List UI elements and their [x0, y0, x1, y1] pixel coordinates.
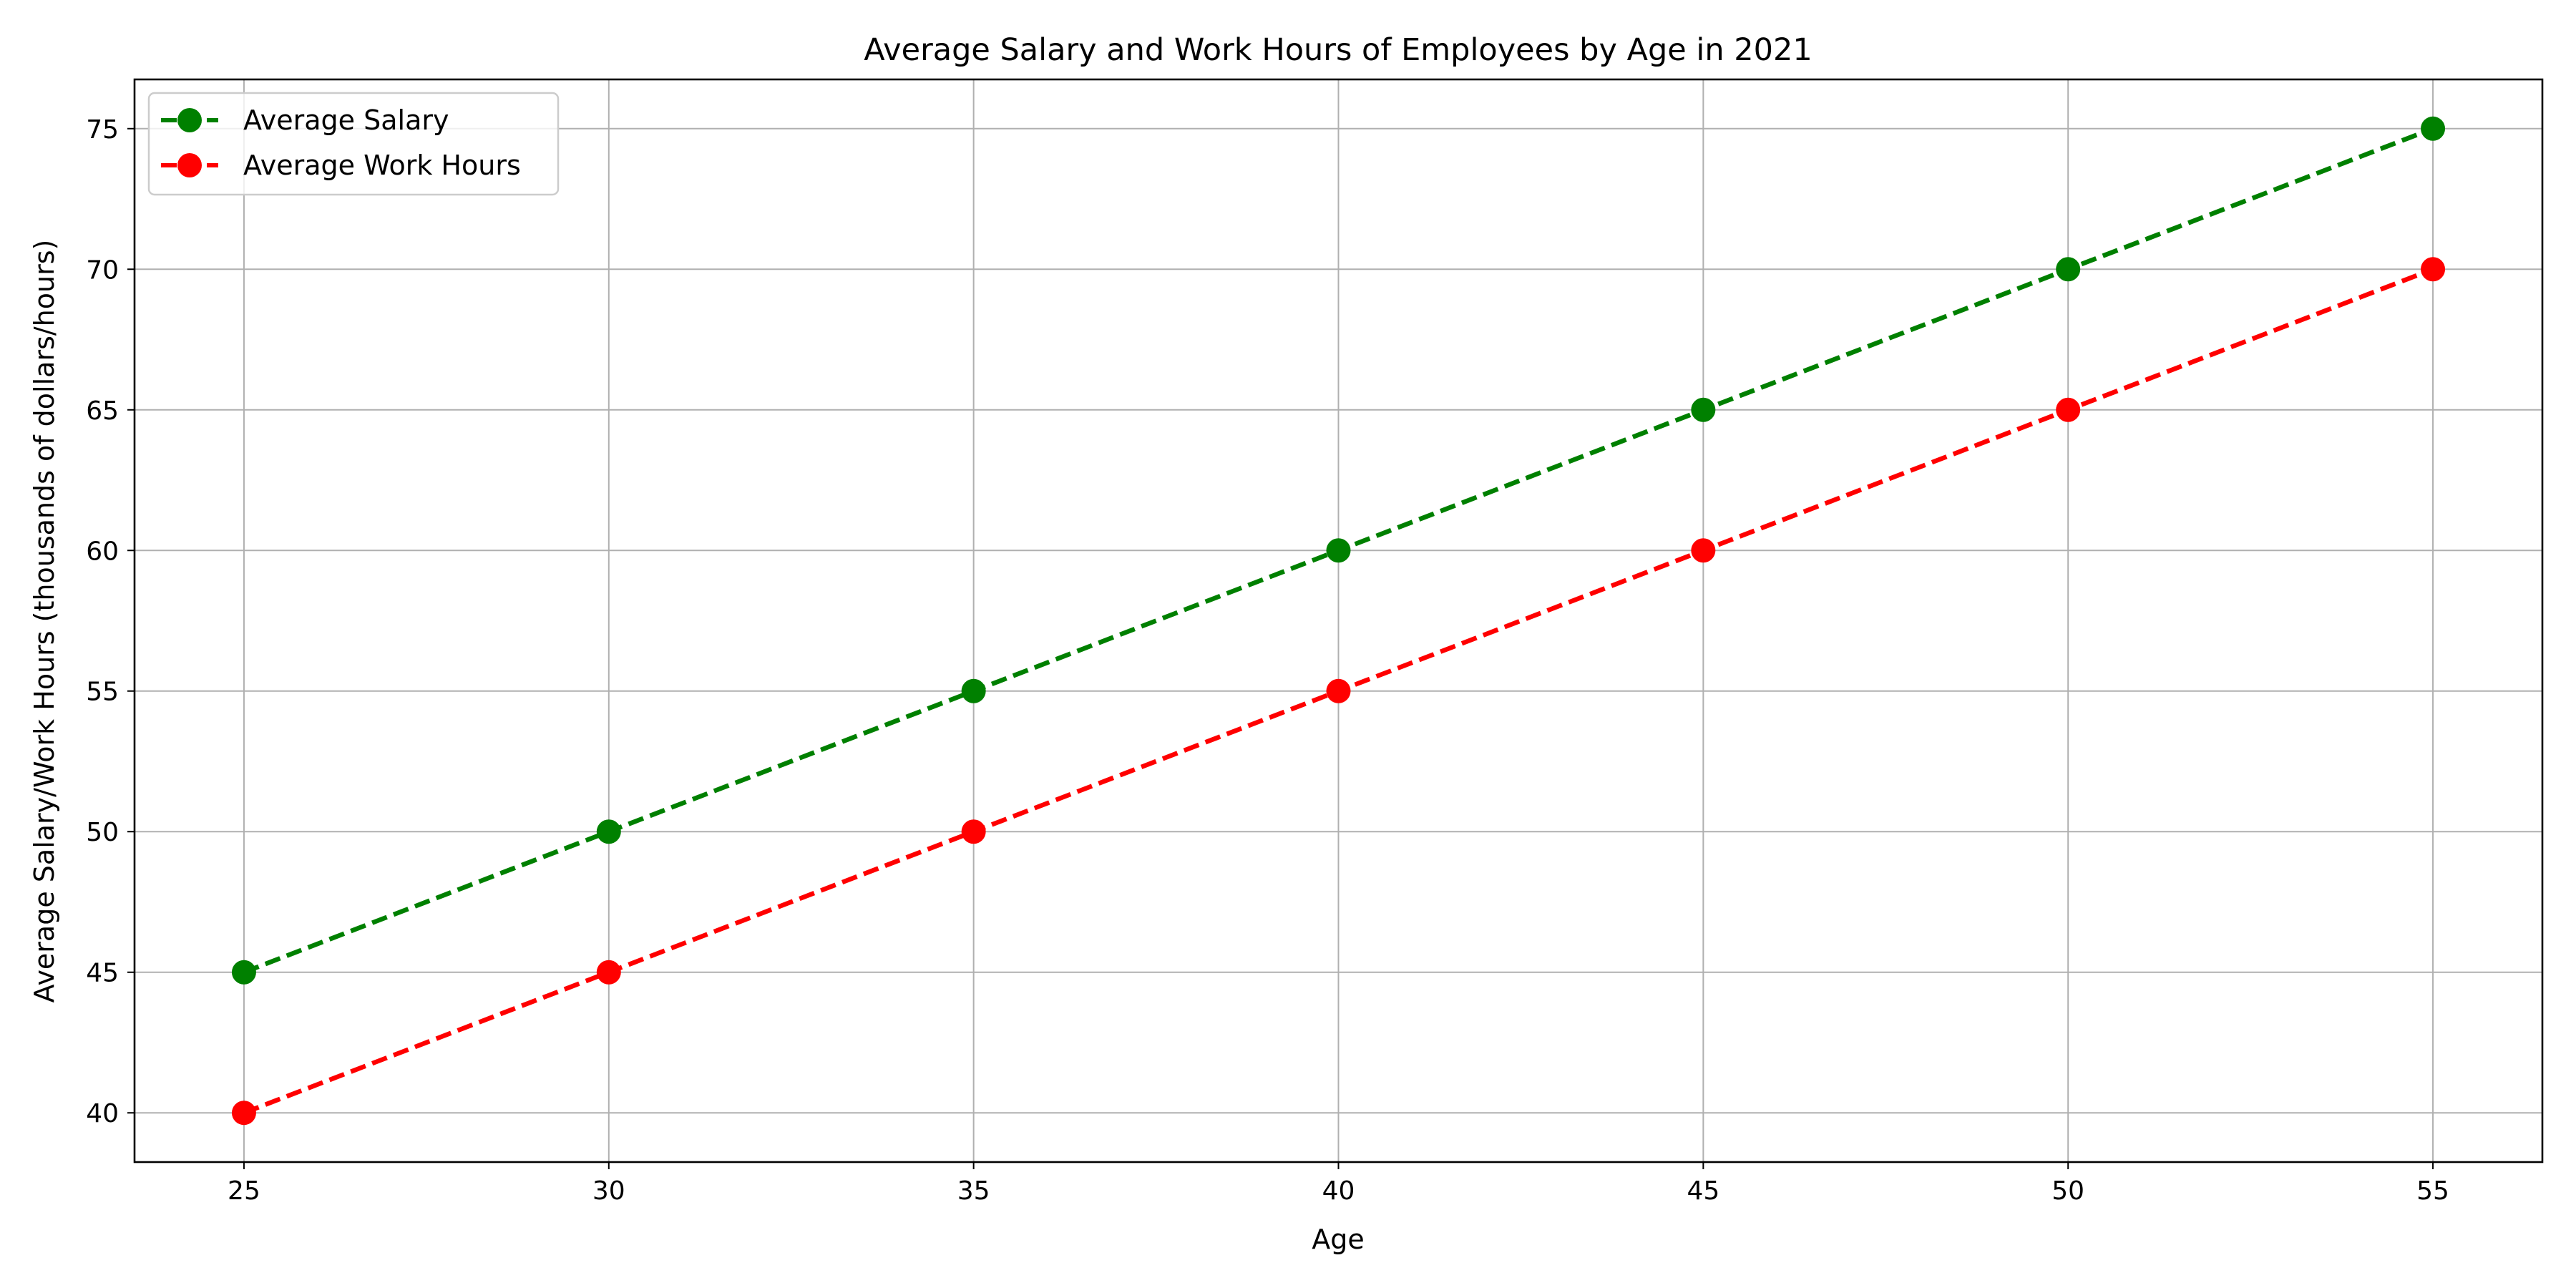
legend: Average Salary Average Work Hours — [147, 92, 560, 196]
data-point-average-work-hours — [1691, 538, 1716, 563]
data-point-average-salary — [2056, 257, 2081, 282]
data-point-average-salary — [1691, 397, 1716, 422]
x-tick-label: 35 — [957, 1176, 990, 1206]
chart-title: Average Salary and Work Hours of Employe… — [864, 32, 1812, 68]
legend-marker-average-salary — [177, 108, 202, 132]
y-tick-label: 75 — [86, 115, 119, 145]
y-tick-label: 45 — [86, 959, 119, 988]
series-layer — [231, 116, 2446, 1126]
y-tick-label: 55 — [86, 678, 119, 707]
data-point-average-salary — [2421, 116, 2446, 141]
data-point-average-work-hours — [1326, 678, 1351, 703]
data-point-average-salary — [231, 960, 256, 985]
x-axis-label: Age — [1312, 1224, 1365, 1255]
legend-label-average-work-hours: Average Work Hours — [243, 150, 521, 181]
data-point-average-salary — [961, 678, 986, 703]
y-tick-label: 65 — [86, 396, 119, 426]
x-tick-label: 30 — [592, 1176, 625, 1206]
data-point-average-work-hours — [961, 819, 986, 844]
data-point-average-work-hours — [596, 960, 621, 985]
y-axis-label: Average Salary/Work Hours (thousands of … — [29, 240, 60, 1003]
x-tick-label: 45 — [1687, 1176, 1719, 1206]
legend-label-average-salary: Average Salary — [243, 104, 449, 136]
x-tick-label: 25 — [228, 1176, 260, 1206]
data-point-average-work-hours — [2056, 397, 2081, 422]
legend-marker-average-work-hours — [177, 153, 202, 177]
legend-box — [147, 92, 560, 196]
data-point-average-salary — [596, 819, 621, 844]
y-tick-label: 50 — [86, 818, 119, 847]
data-point-average-work-hours — [2421, 257, 2446, 282]
data-point-average-salary — [1326, 538, 1351, 563]
x-tick-label: 50 — [2051, 1176, 2084, 1206]
data-point-average-work-hours — [231, 1101, 256, 1126]
x-tick-label: 40 — [1322, 1176, 1355, 1206]
x-tick-label: 55 — [2416, 1176, 2449, 1206]
ticks: 25 30 35 40 45 50 55 40 45 50 55 60 65 70 75 — [86, 115, 2449, 1206]
y-tick-label: 60 — [86, 537, 119, 566]
y-tick-label: 70 — [86, 255, 119, 285]
y-tick-label: 40 — [86, 1099, 119, 1128]
